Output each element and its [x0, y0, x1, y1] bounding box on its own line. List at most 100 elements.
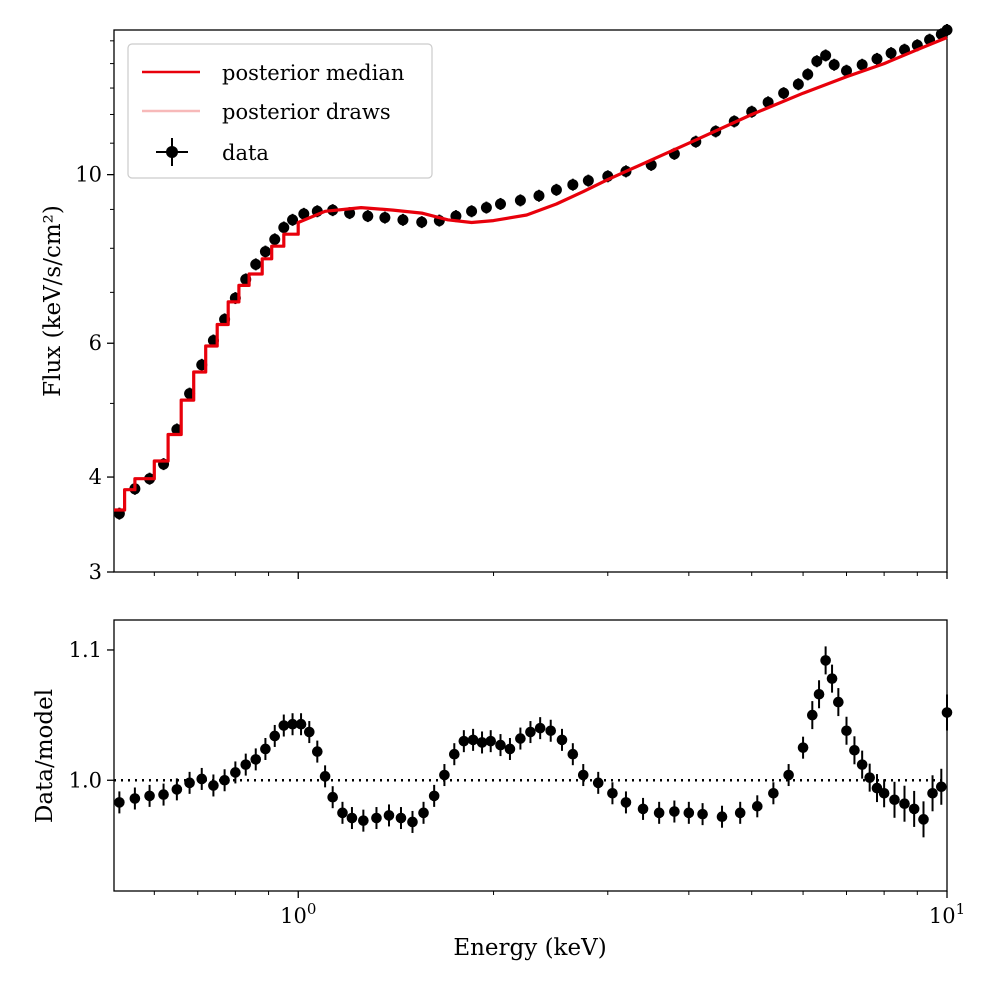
ratio-data-point [269, 724, 281, 747]
ratio-data-point [358, 809, 369, 832]
ratio-series [114, 646, 953, 838]
ratio-data-point [864, 763, 875, 792]
ratio-data-point [545, 719, 557, 742]
ratio-data-point [383, 804, 395, 827]
ratio-data-point [751, 795, 763, 818]
x-tick-label: 100 [280, 900, 316, 928]
flux-data-point [567, 178, 579, 191]
flux-data-point [466, 205, 478, 218]
flux-data-point [269, 233, 281, 246]
flux-data-point [494, 197, 506, 210]
flux-data-point [778, 87, 790, 100]
ratio-data-point [878, 779, 890, 808]
flux-data-point [533, 189, 545, 202]
flux-data-point [941, 24, 953, 36]
ratio-data-point [833, 688, 844, 717]
flux-data-point [278, 221, 290, 234]
ratio-data-point [525, 721, 536, 744]
ratio-data-point [826, 664, 838, 693]
flux-y-axis: 3 4 6 10 [75, 40, 114, 584]
flux-data-point [397, 213, 409, 226]
ratio-data-point [439, 764, 450, 787]
ratio-y-axis: 1.0 1.1 [69, 638, 114, 792]
ratio-data-point [813, 680, 825, 709]
flux-y-tick-label: 3 [89, 560, 102, 584]
ratio-data-point [196, 767, 208, 790]
ratio-data-point [260, 737, 271, 760]
flux-data-point [811, 55, 823, 68]
flux-data-point [550, 183, 562, 196]
ratio-data-point [556, 728, 568, 751]
flux-x-ticks [153, 572, 948, 579]
ratio-data-point [346, 807, 358, 830]
ratio-data-point [319, 765, 331, 788]
ratio-data-point [515, 727, 526, 750]
ratio-data-point [849, 736, 860, 765]
ratio-data-point [577, 764, 589, 787]
ratio-data-point [669, 800, 680, 823]
flux-data-point [841, 64, 853, 77]
ratio-data-point [407, 810, 418, 833]
ratio-data-point [337, 801, 348, 824]
ratio-data-point [428, 784, 440, 807]
ratio-panel: 1.0 1.1 100 101 Data/model Energy (keV) [32, 619, 965, 961]
ratio-y-tick-label: 1.1 [69, 638, 102, 662]
flux-data-point [416, 216, 428, 229]
ratio-data-point [114, 791, 125, 814]
flux-data-point [287, 213, 299, 226]
x-tick-label: 101 [929, 900, 965, 928]
ratio-y-tick-label: 1.0 [69, 768, 102, 792]
legend-label-data: data [222, 141, 269, 165]
ratio-data-point [899, 785, 910, 822]
ratio-plot-frame [113, 619, 948, 892]
ratio-data-point [504, 737, 516, 760]
legend-frame [127, 43, 433, 179]
ratio-data-point [295, 713, 307, 736]
ratio-data-point [371, 807, 382, 830]
ratio-data-point [303, 721, 315, 744]
legend-label-posterior-median: posterior median [222, 61, 404, 85]
flux-panel: 3 4 6 10 Flux (keV/s/cm²) posterior median … [40, 24, 953, 584]
flux-series [113, 24, 953, 520]
ratio-data-point [158, 783, 169, 806]
flux-y-tick-label: 10 [75, 163, 102, 187]
ratio-data-point [768, 782, 779, 805]
ratio-data-point [171, 778, 183, 801]
ratio-data-point [653, 801, 665, 824]
flux-y-axis-label: Flux (keV/s/cm²) [40, 205, 66, 397]
ratio-data-point [418, 801, 429, 824]
ratio-data-point [129, 787, 141, 810]
ratio-data-point [240, 753, 252, 776]
ratio-data-point [807, 701, 818, 730]
flux-plot-frame [113, 29, 948, 573]
flux-data-point [379, 211, 391, 224]
ratio-data-point [856, 750, 868, 779]
ratio-data-point [927, 775, 938, 812]
legend-swatch-data [156, 138, 188, 166]
flux-data-point [871, 52, 883, 65]
ratio-data-point [716, 805, 728, 828]
ratio-data-point [449, 743, 460, 766]
ratio-data-point [734, 801, 746, 824]
ratio-data-point [820, 646, 831, 675]
flux-data-point [802, 68, 814, 81]
ratio-data-point [683, 801, 695, 824]
flux-data-point [480, 201, 492, 214]
flux-data-point [259, 245, 271, 258]
flux-data-point [820, 49, 832, 62]
ratio-data-point [467, 728, 479, 751]
flux-y-tick-label: 6 [89, 331, 102, 355]
ratio-data-point [250, 748, 262, 771]
x-axis-label: Energy (keV) [453, 935, 606, 961]
flux-data-point [856, 58, 868, 71]
ratio-data-point [395, 807, 407, 830]
ratio-data-point [592, 771, 604, 794]
flux-data-point [582, 174, 594, 187]
ratio-data-point [567, 743, 579, 766]
ratio-data-point [327, 786, 338, 809]
flux-data-point [885, 47, 897, 60]
ratio-data-point [485, 730, 497, 753]
ratio-data-point [458, 730, 470, 753]
ratio-y-axis-label: Data/model [32, 689, 58, 823]
ratio-data-point [219, 769, 230, 792]
